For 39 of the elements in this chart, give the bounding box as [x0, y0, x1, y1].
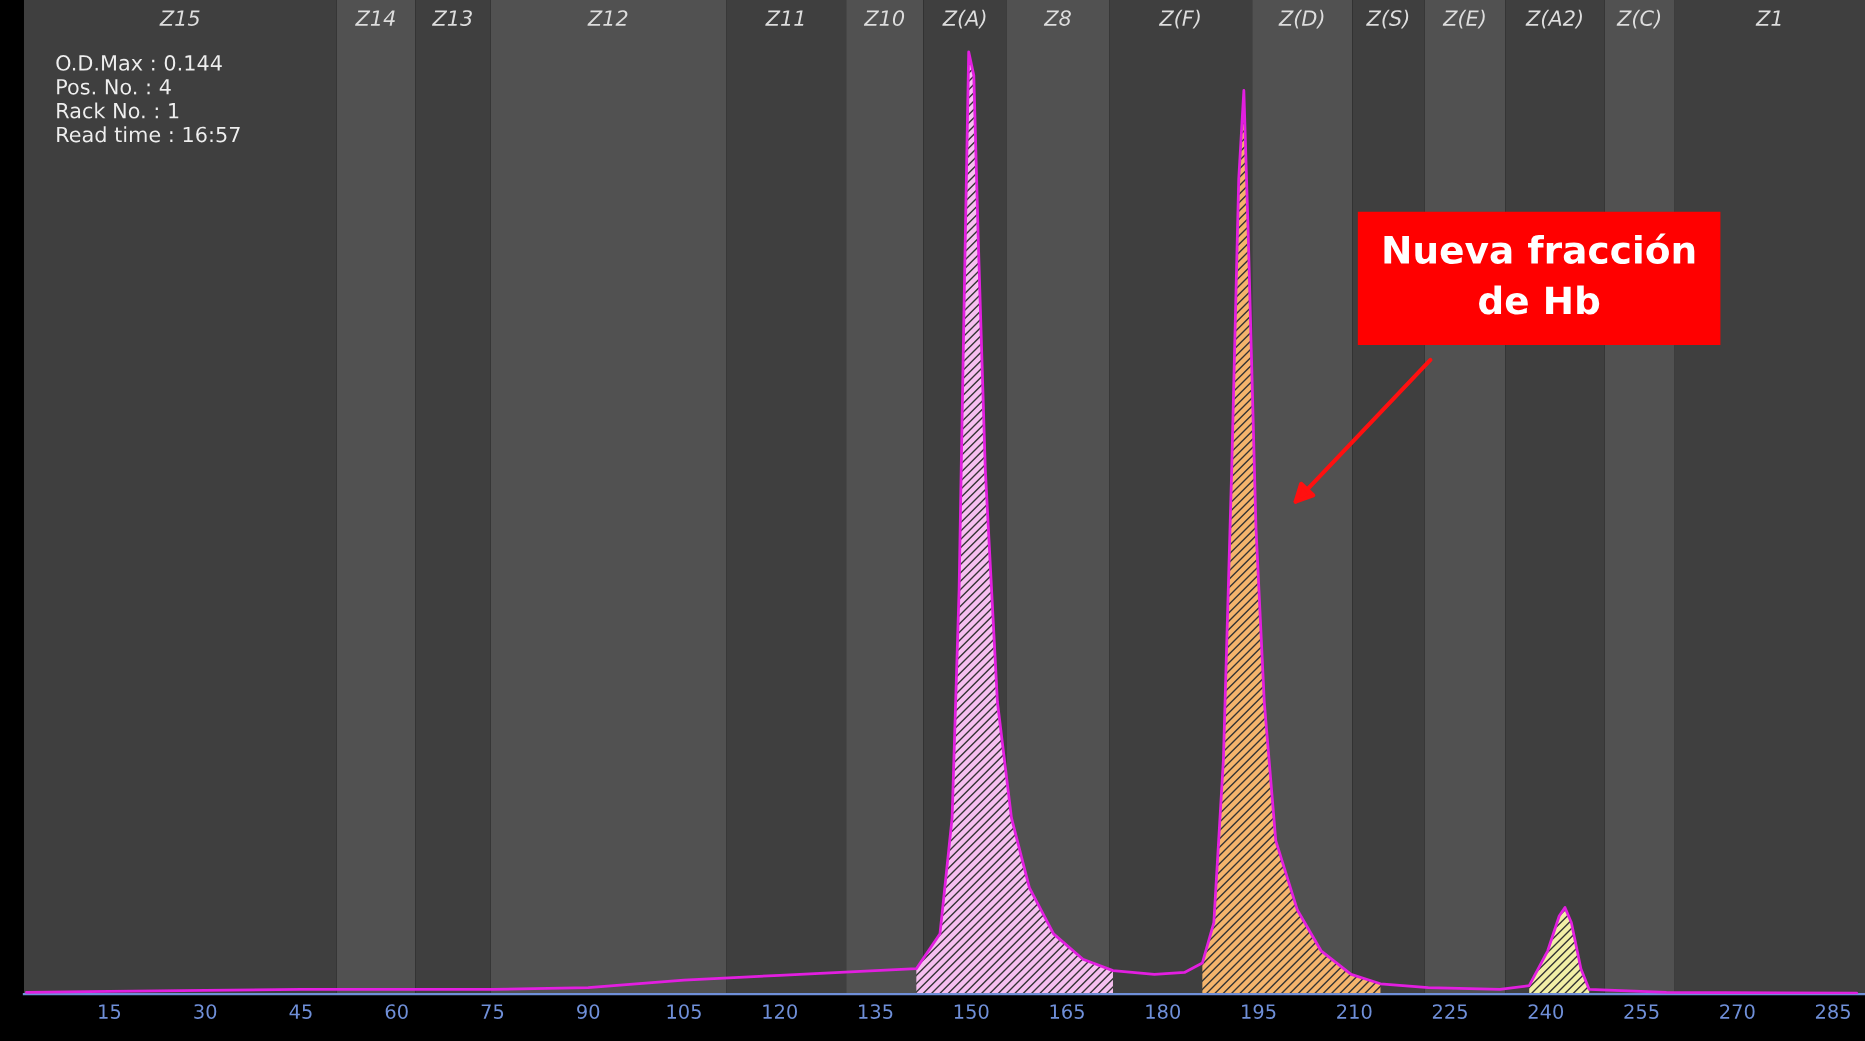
x-tick-label: 45 [289, 1004, 312, 1019]
x-tick-label: 270 [1720, 1004, 1755, 1019]
x-tick-label: 105 [667, 1004, 701, 1019]
band-label: Z12 [587, 10, 628, 26]
band-label: Z13 [432, 10, 472, 26]
x-tick-label: 285 [1815, 1004, 1850, 1019]
x-tick-label: 165 [1050, 1004, 1084, 1019]
x-tick-label: 240 [1528, 1004, 1564, 1019]
annotation: Nueva fracción de Hb [1384, 233, 1695, 315]
x-tick-label: 150 [954, 1004, 989, 1019]
band-label: Z(S) [1366, 9, 1409, 29]
x-tick-label: 60 [385, 1004, 408, 1019]
band-label: Z11 [765, 10, 804, 26]
x-tick-label: 225 [1432, 1004, 1467, 1019]
x-tick-label: 120 [763, 1004, 797, 1019]
x-tick-label: 195 [1242, 1004, 1276, 1019]
annotation: Read time : 16:57 [57, 126, 240, 143]
annotation: Pos. No. : 4 [57, 79, 171, 95]
band-label: Z(D) [1278, 9, 1324, 29]
x-tick-label: 255 [1624, 1004, 1659, 1019]
x-tick-label: 30 [194, 1004, 217, 1019]
band-label: Z1 [1755, 10, 1781, 26]
band-label: Z(F) [1158, 9, 1200, 29]
band-label: Z(C) [1616, 9, 1661, 29]
x-tick-label: 180 [1146, 1004, 1181, 1019]
x-tick-label: 135 [859, 1004, 893, 1019]
band-label: Z10 [863, 10, 905, 26]
band-label: Z(A) [942, 9, 986, 29]
band-label: Z(E) [1442, 9, 1485, 29]
x-tick-label: 90 [577, 1004, 600, 1019]
band-label: Z(A2) [1525, 9, 1582, 29]
band-label: Z8 [1043, 10, 1071, 26]
annotation: Rack No. : 1 [57, 102, 179, 119]
annotation: O.D.Max : 0.144 [56, 55, 222, 71]
x-tick-label: 15 [99, 1004, 121, 1019]
band-label: Z14 [355, 10, 395, 26]
x-tick-label: 210 [1337, 1004, 1372, 1019]
x-tick-label: 75 [481, 1004, 504, 1019]
band-label: Z15 [159, 10, 200, 26]
